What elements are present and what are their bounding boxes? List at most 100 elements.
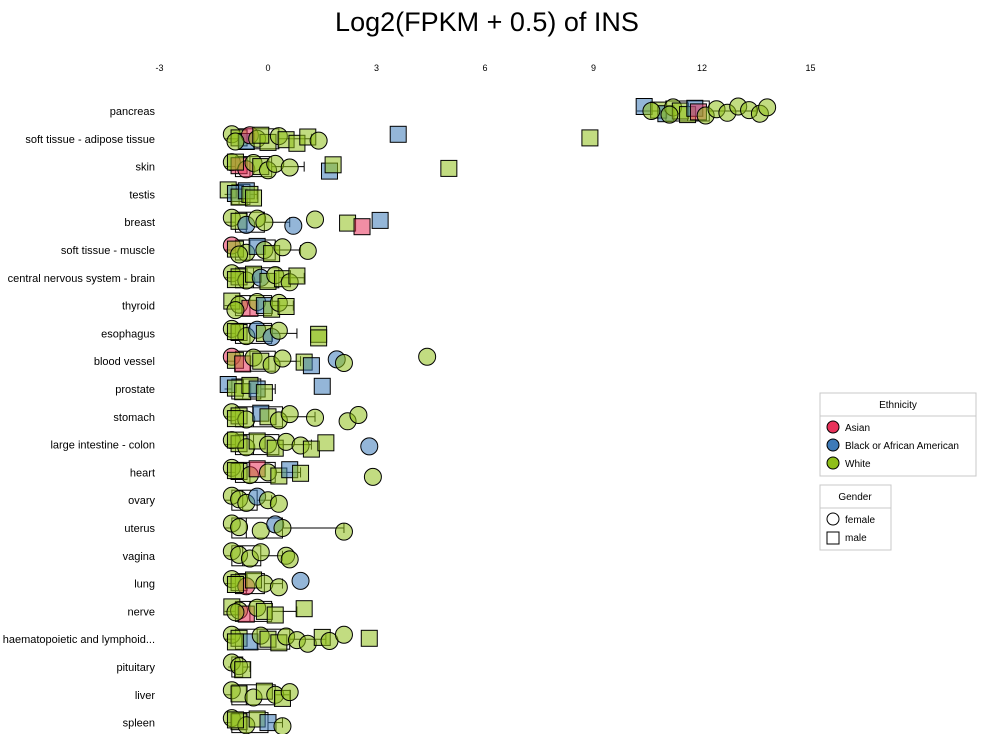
tissue-group — [222, 125, 599, 152]
gender-legend: Gender female male — [819, 484, 892, 551]
data-point-female — [363, 467, 382, 486]
data-point-female — [334, 354, 353, 372]
data-point-female — [269, 321, 288, 340]
x-axis-ticks: -3 0 3 6 9 12 15 — [155, 63, 815, 73]
data-point-male — [317, 434, 335, 452]
data-point-female — [280, 405, 299, 424]
category-label: pituitary — [116, 662, 155, 674]
data-point-male — [226, 410, 244, 428]
tissue-group — [222, 653, 252, 679]
data-point-female — [334, 625, 353, 644]
category-label: lung — [134, 579, 155, 591]
data-point-female — [273, 349, 292, 368]
tissue-group — [222, 709, 292, 734]
category-label: haematopoietic and lymphoid... — [3, 634, 155, 646]
category-label: stomach — [113, 412, 155, 424]
data-point-female — [642, 102, 661, 120]
data-point-male — [371, 211, 389, 229]
data-point-male — [277, 298, 295, 315]
data-point-female — [298, 241, 317, 260]
category-label: soft tissue - adipose tissue — [25, 134, 155, 146]
ethnicity-legend-title: Ethnicity — [879, 400, 917, 411]
category-label: uterus — [124, 523, 155, 535]
data-point-female — [226, 301, 245, 320]
tissue-group — [219, 181, 263, 207]
data-point-male — [252, 126, 270, 144]
data-point-male — [226, 576, 244, 593]
data-point-male — [581, 129, 599, 147]
tissue-group — [222, 431, 379, 458]
legend-black-swatch — [826, 438, 840, 452]
data-point-male — [360, 629, 378, 647]
chart-title: Log2(FPKM + 0.5) of INS — [335, 7, 639, 37]
tissue-group — [219, 376, 331, 402]
x-tick-label: 15 — [806, 63, 816, 73]
data-point-male — [353, 218, 371, 236]
tissue-group — [222, 347, 437, 375]
data-point-female — [280, 158, 299, 177]
data-point-female — [349, 406, 368, 424]
x-tick-label: -3 — [155, 63, 163, 73]
data-point-female — [255, 213, 274, 232]
category-label: pancreas — [110, 106, 156, 118]
tissue-group — [222, 403, 368, 431]
data-marks — [219, 97, 777, 734]
category-label: esophagus — [101, 328, 155, 340]
category-label: heart — [130, 467, 155, 479]
data-point-male — [226, 431, 244, 449]
tissue-group — [222, 208, 389, 236]
x-tick-label: 3 — [374, 63, 379, 73]
x-tick-label: 6 — [483, 63, 488, 73]
category-label: skin — [135, 162, 155, 174]
data-point-female — [230, 245, 249, 264]
data-point-male — [255, 384, 273, 402]
tissue-group — [223, 292, 295, 320]
data-point-female — [226, 603, 245, 622]
tissue-group — [222, 264, 306, 292]
data-point-male — [226, 323, 244, 341]
legend-white-label: White — [845, 459, 871, 470]
data-point-female — [269, 494, 288, 513]
legend-male-label: male — [845, 533, 867, 544]
data-point-female — [334, 522, 353, 541]
data-point-female — [298, 634, 317, 653]
legend-male-swatch — [826, 531, 840, 545]
data-point-female — [360, 437, 379, 456]
tissue-group — [222, 486, 288, 513]
category-label: liver — [135, 690, 156, 702]
data-point-male — [226, 271, 244, 289]
tissue-group — [222, 542, 299, 569]
data-point-female — [273, 519, 292, 537]
category-label: testis — [129, 189, 155, 201]
category-label: spleen — [123, 718, 155, 730]
data-point-male — [313, 377, 331, 395]
data-point-male — [245, 189, 263, 207]
category-label: prostate — [115, 384, 155, 396]
tissue-group — [222, 514, 353, 541]
category-label: ovary — [128, 495, 155, 507]
tissue-group — [222, 681, 299, 707]
data-point-female — [758, 98, 777, 117]
data-point-male — [226, 153, 244, 171]
legend-asian-label: Asian — [845, 423, 870, 434]
gender-legend-title: Gender — [838, 492, 872, 503]
tissue-group — [222, 570, 310, 597]
data-point-female — [280, 683, 299, 702]
ethnicity-legend: Ethnicity Asian Black or African America… — [819, 392, 977, 477]
data-point-male — [295, 600, 313, 618]
data-point-male — [302, 357, 320, 375]
data-point-female — [291, 571, 310, 590]
x-tick-label: 0 — [265, 63, 270, 73]
category-label: soft tissue - muscle — [61, 245, 155, 257]
data-point-male — [324, 156, 342, 174]
category-label: vagina — [123, 551, 156, 563]
data-point-male — [234, 661, 252, 679]
data-point-male — [230, 685, 248, 703]
data-point-female — [230, 518, 249, 537]
data-point-female — [418, 347, 437, 366]
data-point-male — [292, 464, 310, 482]
data-point-male — [310, 329, 328, 347]
data-point-female — [284, 216, 303, 235]
data-point-female — [280, 550, 299, 569]
